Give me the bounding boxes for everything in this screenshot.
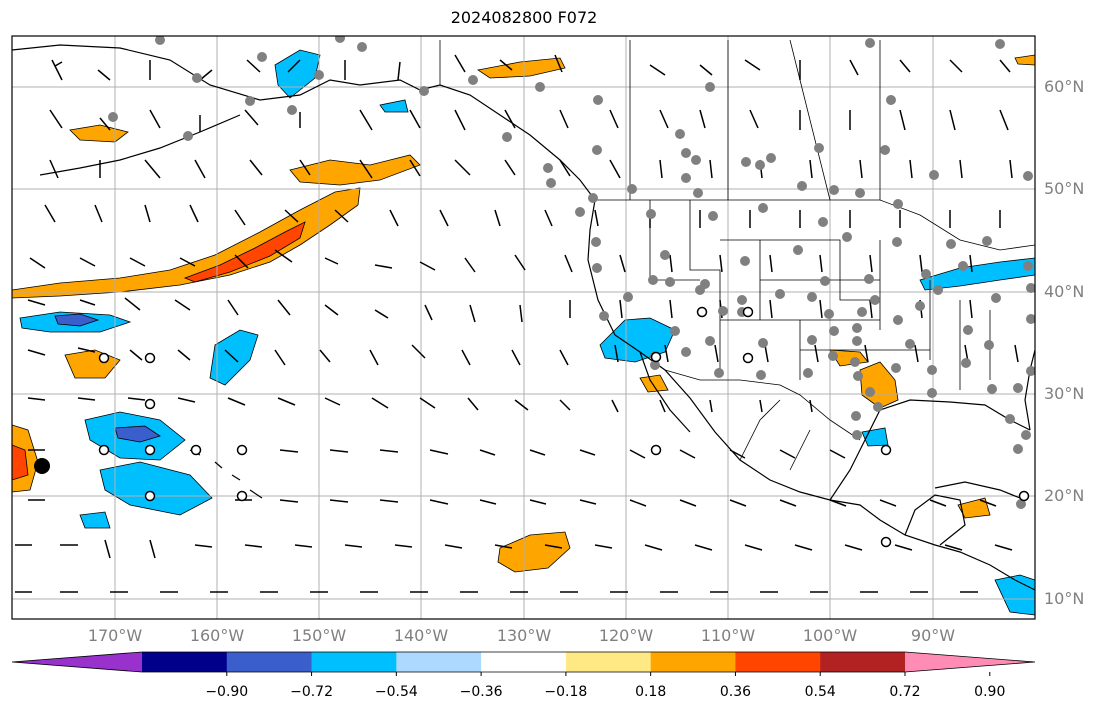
darkblue-patch-38n <box>54 313 100 327</box>
border-us-mexico <box>664 369 861 441</box>
colorbar-segment <box>820 652 906 672</box>
lat-label-40n: 40°N <box>1044 282 1085 301</box>
lon-label-170w: 170°W <box>87 626 143 645</box>
colorbar <box>11 651 1036 676</box>
political-borders <box>439 39 1035 471</box>
station-markers-open <box>98 306 1030 548</box>
lat-label-30n: 30°N <box>1044 384 1085 403</box>
coastline-west-coast <box>587 199 1035 591</box>
orange-patch-15n <box>497 531 571 573</box>
graticule <box>12 36 1035 619</box>
colorbar-segment <box>565 652 652 672</box>
orange-patch-aleutian <box>69 124 129 143</box>
lon-label-160w: 160°W <box>189 626 245 645</box>
colorbar-tick-label: −0.72 <box>290 684 333 700</box>
orange-patch-ne-corner <box>1014 54 1035 66</box>
orange-patch-bc <box>476 57 566 79</box>
lat-label-20n: 20°N <box>1044 486 1085 505</box>
chart-title: 2024082800 F072 <box>450 8 598 27</box>
colorbar-extend-max <box>905 652 1035 672</box>
colorbar-tick-label: −0.36 <box>459 684 503 700</box>
colorbar-segment <box>396 652 482 672</box>
coastline-yucatan <box>904 494 966 546</box>
colorbar-tick-label: −0.90 <box>205 684 249 700</box>
wind-barbs <box>15 54 1019 593</box>
colorbar-segment <box>481 652 567 672</box>
coastline-alaska <box>12 44 596 201</box>
lon-label-150w: 150°W <box>291 626 347 645</box>
colorbar-tick-label: 0.90 <box>974 684 1006 700</box>
lon-label-90w: 90°W <box>910 626 956 645</box>
red-patch-left-edge <box>12 444 29 481</box>
colorbar-segment <box>735 652 821 672</box>
colorbar-tick-label: 0.18 <box>635 684 667 700</box>
colorbar-tick-label: −0.54 <box>374 684 418 700</box>
colorbar-tick-label: 0.54 <box>804 684 836 700</box>
coastline-baja <box>639 351 691 433</box>
lon-label-130w: 130°W <box>496 626 552 645</box>
jet-streak-orange <box>12 187 361 299</box>
lat-label-50n: 50°N <box>1044 179 1085 198</box>
lat-label-10n: 10°N <box>1044 589 1085 608</box>
orange-patch-mexico <box>639 374 669 393</box>
colorbar-segment <box>142 652 228 672</box>
blue-patch-hawaii-s <box>99 461 213 516</box>
map-frame <box>11 35 1036 620</box>
lon-label-120w: 120°W <box>598 626 654 645</box>
border-mexico-states <box>739 399 811 471</box>
shaded-fields <box>12 49 1035 616</box>
blue-patch-22n <box>79 511 111 529</box>
lon-label-100w: 100°W <box>802 626 858 645</box>
coastline-cuba <box>934 481 1026 501</box>
lat-label-60n: 60°N <box>1044 77 1085 96</box>
colorbar-tick-label: −0.18 <box>544 684 588 700</box>
coastline-aleutians <box>39 114 241 176</box>
coastline-gulf <box>829 399 1031 501</box>
orange-patch-nw <box>289 154 421 186</box>
border-us-states <box>649 200 991 390</box>
blue-patch-gulf-ak <box>379 99 409 113</box>
blue-patch-alaska <box>274 49 321 99</box>
blue-patch-baja <box>599 317 676 363</box>
colorbar-segment <box>311 652 397 672</box>
station-marker-black <box>34 458 50 474</box>
colorbar-segment <box>650 652 736 672</box>
colorbar-segment <box>226 652 313 672</box>
colorbar-extend-min <box>12 652 142 672</box>
lon-label-140w: 140°W <box>393 626 449 645</box>
orange-patch-33n <box>64 349 121 379</box>
map-area <box>12 36 1035 619</box>
blue-patch-central-am <box>994 574 1035 616</box>
darkblue-patch-hawaii-n <box>114 425 161 443</box>
colorbar-tick-label: 0.72 <box>889 684 921 700</box>
border-canada-provinces <box>629 39 881 201</box>
border-canada-us <box>595 199 1035 251</box>
coastline-east <box>1024 349 1035 431</box>
colorbar-outline <box>11 651 1036 673</box>
lon-label-110w: 110°W <box>700 626 756 645</box>
colorbar-tick-label: 0.36 <box>719 684 752 700</box>
